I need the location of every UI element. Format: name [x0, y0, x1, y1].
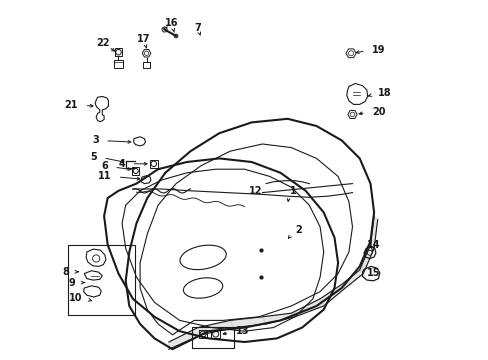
- Text: 16: 16: [164, 18, 178, 28]
- Text: 4: 4: [118, 159, 125, 169]
- Text: 20: 20: [371, 107, 385, 117]
- Bar: [114, 60, 122, 68]
- Polygon shape: [320, 284, 345, 306]
- Text: 8: 8: [62, 267, 69, 277]
- Text: 10: 10: [69, 293, 82, 303]
- Text: 5: 5: [90, 152, 97, 162]
- Text: 19: 19: [371, 45, 385, 55]
- Polygon shape: [341, 270, 363, 288]
- Polygon shape: [168, 328, 201, 349]
- Text: 21: 21: [64, 100, 78, 110]
- Text: 13: 13: [235, 326, 249, 336]
- Polygon shape: [291, 299, 323, 317]
- Polygon shape: [197, 320, 233, 335]
- Bar: [192, 327, 233, 348]
- Text: 15: 15: [366, 268, 379, 278]
- Text: 14: 14: [366, 240, 379, 250]
- Polygon shape: [359, 245, 373, 274]
- Text: 12: 12: [248, 186, 262, 196]
- Text: 18: 18: [377, 88, 390, 98]
- Text: 6: 6: [101, 161, 107, 171]
- Polygon shape: [370, 216, 377, 248]
- Text: 22: 22: [97, 38, 110, 48]
- Polygon shape: [262, 313, 294, 324]
- Bar: [199, 330, 207, 338]
- Text: 11: 11: [98, 171, 111, 181]
- Text: 3: 3: [92, 135, 99, 145]
- Bar: [142, 62, 150, 68]
- Bar: [211, 330, 220, 338]
- Text: 1: 1: [289, 186, 296, 196]
- Text: 7: 7: [194, 23, 201, 33]
- Text: 9: 9: [68, 278, 75, 288]
- Bar: [114, 48, 122, 56]
- Bar: [132, 167, 139, 175]
- Bar: [68, 245, 134, 315]
- Polygon shape: [230, 317, 265, 328]
- Bar: [149, 160, 158, 168]
- Text: 2: 2: [294, 225, 301, 235]
- Text: 17: 17: [137, 34, 150, 44]
